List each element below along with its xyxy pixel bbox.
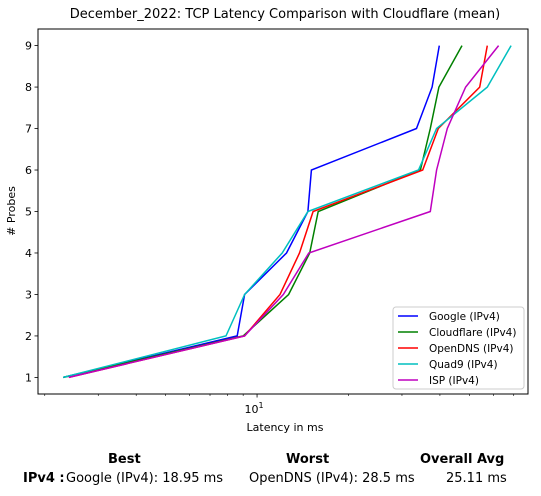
x-axis-label: Latency in ms xyxy=(247,421,324,434)
y-tick-label: 8 xyxy=(25,81,32,94)
overall-avg-header: Overall Avg xyxy=(420,452,505,467)
y-tick-label: 4 xyxy=(25,247,32,260)
legend-label-4: Quad9 (IPv4) xyxy=(429,359,498,371)
overall-avg-value: 25.11 ms xyxy=(446,471,507,486)
y-axis-label: # Probes xyxy=(5,186,18,236)
legend-label-2: Cloudflare (IPv4) xyxy=(429,327,516,339)
series-line-3 xyxy=(68,45,489,379)
x-tick-label: 101 xyxy=(245,401,264,416)
y-tick-label: 1 xyxy=(25,371,32,384)
series-lines xyxy=(63,45,512,379)
series-line-5 xyxy=(68,45,500,379)
ipv4-row-label: IPv4 : xyxy=(23,471,65,486)
worst-header: Worst xyxy=(286,452,330,467)
best-value: Google (IPv4): 18.95 ms xyxy=(66,471,224,486)
legend-items: Google (IPv4) Cloudflare (IPv4) OpenDNS (I… xyxy=(398,311,516,387)
y-tick-label: 5 xyxy=(25,206,32,219)
y-tick-label: 9 xyxy=(25,40,32,53)
best-header: Best xyxy=(108,452,141,467)
legend-label-3: OpenDNS (IPv4) xyxy=(429,343,514,355)
y-tick-label: 7 xyxy=(25,123,32,136)
legend-box xyxy=(392,306,525,390)
series-line-4 xyxy=(63,45,512,379)
y-tick-label: 2 xyxy=(25,330,32,343)
y-axis-ticks: 1 2 3 4 5 6 7 8 9 xyxy=(25,40,38,384)
y-tick-label: 3 xyxy=(25,288,32,301)
chart-title: December_2022: TCP Latency Comparison wi… xyxy=(70,7,500,22)
worst-value: OpenDNS (IPv4): 28.5 ms xyxy=(249,471,415,486)
latency-chart: December_2022: TCP Latency Comparison wi… xyxy=(5,7,529,434)
legend-label-5: ISP (IPv4) xyxy=(429,375,479,387)
x-axis-ticks: 101 xyxy=(44,394,515,416)
legend: Google (IPv4) Cloudflare (IPv4) OpenDNS (I… xyxy=(392,306,525,390)
y-tick-label: 6 xyxy=(25,164,32,177)
legend-label-1: Google (IPv4) xyxy=(429,311,500,323)
